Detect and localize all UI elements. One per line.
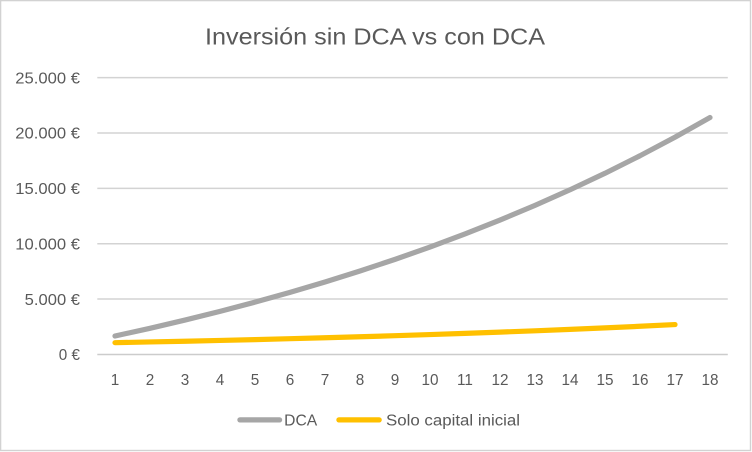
svg-text:13: 13 — [526, 372, 543, 389]
svg-text:18: 18 — [701, 372, 718, 389]
svg-text:1: 1 — [111, 372, 120, 389]
svg-text:0 €: 0 € — [59, 347, 81, 364]
svg-text:5: 5 — [251, 372, 260, 389]
svg-text:3: 3 — [181, 372, 190, 389]
svg-text:20.000 €: 20.000 € — [15, 126, 80, 143]
svg-text:Solo capital inicial: Solo capital inicial — [386, 412, 520, 429]
svg-text:7: 7 — [321, 372, 330, 389]
svg-text:2: 2 — [146, 372, 155, 389]
svg-text:5.000 €: 5.000 € — [25, 292, 81, 309]
svg-text:17: 17 — [666, 372, 683, 389]
svg-text:9: 9 — [391, 372, 400, 389]
svg-text:16: 16 — [631, 372, 648, 389]
svg-text:25.000 €: 25.000 € — [15, 70, 80, 87]
svg-text:10: 10 — [421, 372, 438, 389]
svg-text:Inversión sin DCA vs con DCA: Inversión sin DCA vs con DCA — [205, 24, 546, 50]
svg-text:15.000 €: 15.000 € — [15, 181, 80, 198]
svg-text:DCA: DCA — [284, 412, 318, 429]
svg-text:11: 11 — [457, 372, 473, 389]
svg-text:15: 15 — [596, 372, 613, 389]
svg-text:8: 8 — [356, 372, 365, 389]
svg-text:12: 12 — [491, 372, 508, 389]
svg-text:10.000 €: 10.000 € — [15, 236, 80, 253]
svg-text:14: 14 — [561, 372, 579, 389]
svg-text:4: 4 — [216, 372, 225, 389]
svg-text:6: 6 — [286, 372, 295, 389]
